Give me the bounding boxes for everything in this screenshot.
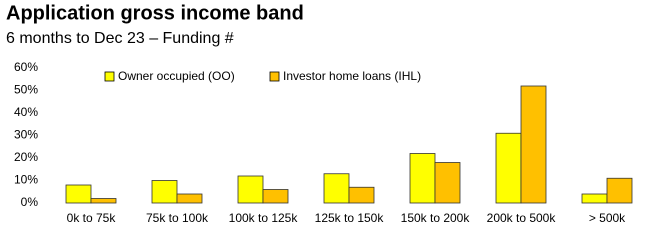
y-tick-label: 60% <box>14 60 38 74</box>
bar <box>90 198 117 204</box>
x-tick-label: 125k to 150k <box>315 211 385 225</box>
bar <box>520 85 547 204</box>
legend-swatch <box>104 71 115 82</box>
bar <box>151 180 178 204</box>
bar <box>348 186 375 204</box>
y-tick-label: 30% <box>14 128 38 142</box>
bar <box>434 162 461 204</box>
bar <box>606 177 633 204</box>
legend-swatch <box>269 71 280 82</box>
x-tick-label: 0k to 75k <box>67 211 117 225</box>
y-tick-label: 50% <box>14 83 38 97</box>
x-tick-label: > 500k <box>589 211 626 225</box>
y-tick-label: 0% <box>21 195 39 209</box>
bar <box>581 193 608 204</box>
bar <box>323 173 350 204</box>
bar <box>237 175 264 204</box>
bar <box>262 189 289 204</box>
legend-label: Investor home loans (IHL) <box>283 69 421 83</box>
chart-subtitle: 6 months to Dec 23 – Funding # <box>6 30 234 47</box>
x-tick-label: 75k to 100k <box>146 211 209 225</box>
bar <box>495 132 522 204</box>
y-tick-label: 10% <box>14 173 38 187</box>
x-tick-label: 150k to 200k <box>401 211 471 225</box>
x-tick-label: 100k to 125k <box>229 211 299 225</box>
bar <box>409 153 436 204</box>
bar <box>176 193 203 204</box>
x-tick-label: 200k to 500k <box>487 211 557 225</box>
y-tick-label: 40% <box>14 105 38 119</box>
y-tick-label: 20% <box>14 150 38 164</box>
legend-label: Owner occupied (OO) <box>118 69 235 83</box>
bar <box>65 184 92 204</box>
chart-title: Application gross income band <box>6 2 304 24</box>
